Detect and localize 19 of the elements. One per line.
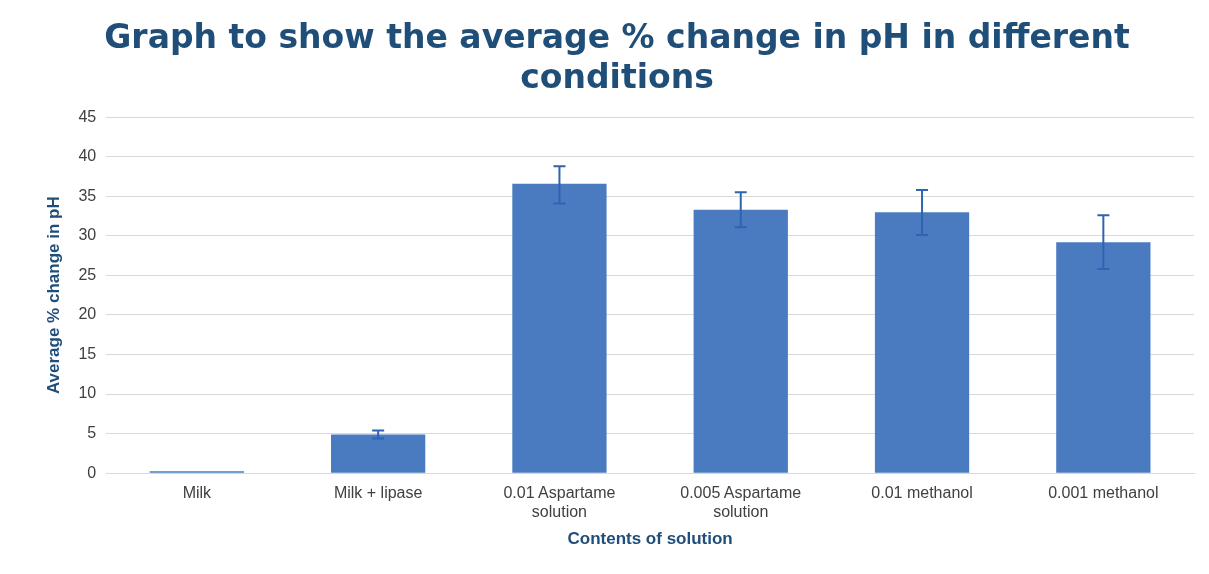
y-tick-label: 25	[78, 265, 97, 283]
y-tick-label: 35	[78, 186, 97, 204]
x-tick-label: Milk + lipase	[333, 484, 423, 502]
y-tick-label: 10	[78, 384, 97, 402]
y-tick-label: 40	[78, 147, 97, 165]
y-tick-label: 45	[78, 107, 97, 125]
x-tick-label: 0.01 Aspartame solution	[503, 484, 616, 521]
x-tick-label: 0.01 methanol	[871, 484, 973, 502]
y-tick-label: 0	[87, 463, 97, 481]
x-tick-label: 0.001 methanol	[1048, 484, 1159, 502]
y-axis-title: Average % change in pH	[43, 196, 63, 395]
y-tick-label: 30	[78, 226, 97, 244]
x-tick-label: Milk	[182, 484, 213, 502]
x-tick-label: 0.005 Aspartame solution	[680, 484, 802, 521]
chart-title: Graph to show the average % change in pH in different conditions	[104, 17, 1130, 96]
x-axis-title: Contents of solution	[567, 529, 733, 549]
y-tick-label: 5	[87, 424, 97, 442]
y-tick-label: 20	[78, 305, 97, 323]
y-tick-label: 15	[78, 344, 97, 362]
